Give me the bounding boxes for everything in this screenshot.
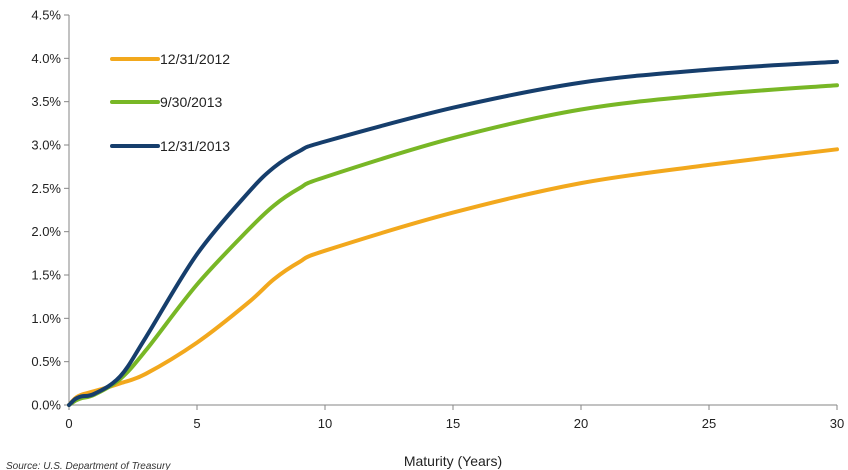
legend-label-2: 9/30/2013	[160, 94, 222, 110]
x-tick-label: 20	[574, 416, 588, 431]
legend-label-3: 12/31/2013	[160, 138, 230, 154]
source-note: Source: U.S. Department of Treasury	[6, 461, 171, 470]
series-line-2	[69, 85, 837, 405]
x-tick-label: 25	[702, 416, 716, 431]
y-tick-label: 3.0%	[31, 138, 61, 153]
x-tick-label: 10	[318, 416, 332, 431]
legend-label-1: 12/31/2012	[160, 51, 230, 67]
x-tick-label: 30	[830, 416, 844, 431]
y-tick-label: 1.0%	[31, 311, 61, 326]
x-tick-label: 0	[65, 416, 72, 431]
y-tick-label: 4.5%	[31, 8, 61, 23]
y-tick-label: 2.5%	[31, 181, 61, 196]
series-lines	[69, 62, 837, 405]
y-tick-label: 2.0%	[31, 224, 61, 239]
y-axis: 0.0% 0.5% 1.0% 1.5% 2.0% 2.5% 3.0% 3.5% 4.0% 4.5%	[31, 8, 69, 413]
y-tick-label: 3.5%	[31, 94, 61, 109]
y-tick-label: 4.0%	[31, 51, 61, 66]
legend: 12/31/2012 9/30/2013 12/31/2013	[112, 51, 230, 154]
y-tick-label: 1.5%	[31, 268, 61, 283]
y-tick-label: 0.0%	[31, 398, 61, 413]
x-tick-label: 5	[193, 416, 200, 431]
x-axis-title: Maturity (Years)	[404, 453, 502, 469]
x-tick-label: 15	[446, 416, 460, 431]
y-tick-label: 0.5%	[31, 354, 61, 369]
x-axis: 0 5 10 15 20 25 30	[65, 405, 844, 431]
